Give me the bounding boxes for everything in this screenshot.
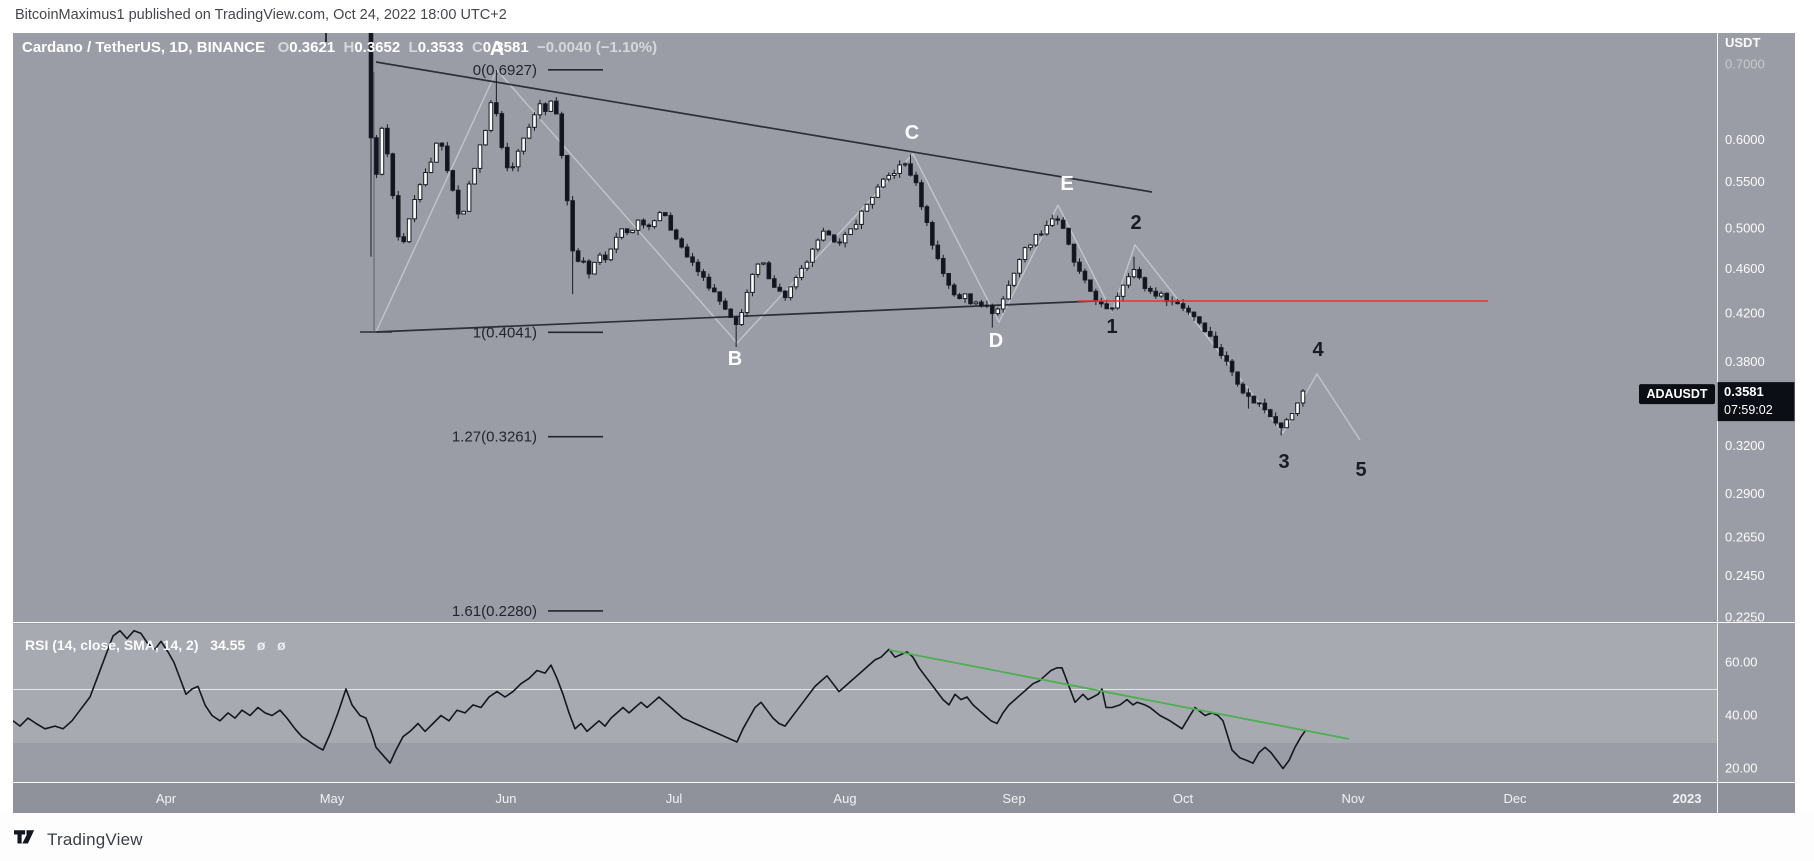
wave-zigzag-2[interactable] xyxy=(1057,204,1361,441)
publish-topbar: BitcoinMaximus1 published on TradingView… xyxy=(0,0,1814,33)
price-tick: 0.3800 xyxy=(1725,354,1765,369)
tradingview-logo-text: TradingView xyxy=(47,830,143,849)
rsi-axis[interactable]: 60.00 40.00 20.00 xyxy=(1725,655,1758,776)
chart-area[interactable]: 0(0.6927) 1(0.4041) 1.27(0.3261) 1.61(0.228… xyxy=(13,33,1795,813)
svg-text:0(0.6927): 0(0.6927) xyxy=(473,62,537,79)
badge-price: 0.3581 xyxy=(1724,384,1764,399)
rsi-descending-trendline[interactable] xyxy=(888,649,1350,740)
wave-label-1[interactable]: 1 xyxy=(1106,316,1117,338)
price-tick: 0.2650 xyxy=(1725,530,1765,545)
price-axis-currency: USDT xyxy=(1725,35,1760,50)
time-axis-label-Jun: Jun xyxy=(496,791,517,806)
badge-symbol: ADAUSDT xyxy=(1646,387,1707,401)
time-axis-label-Sep: Sep xyxy=(1002,791,1025,806)
wave-label-A[interactable]: A xyxy=(490,38,504,60)
time-axis-label-2023: 2023 xyxy=(1673,791,1702,806)
footer-bar: TradingView xyxy=(0,813,1814,861)
tradingview-logo[interactable]: TradingView xyxy=(14,830,143,850)
price-tick-faded: 0.7000 xyxy=(1725,57,1765,72)
wave-label-C[interactable]: C xyxy=(905,122,919,144)
wave-zigzag-1[interactable] xyxy=(375,68,1059,345)
rsi-tick: 60.00 xyxy=(1725,655,1758,670)
svg-text:1(0.4041): 1(0.4041) xyxy=(473,324,537,341)
wave-label-3[interactable]: 3 xyxy=(1278,451,1289,473)
price-tick: 0.2900 xyxy=(1725,486,1765,501)
price-tick: 0.4600 xyxy=(1725,261,1765,276)
elliott-wave-labels[interactable]: A B C D E 1 2 3 4 5 xyxy=(490,38,1367,481)
time-axis-label-Oct: Oct xyxy=(1173,791,1194,806)
rsi-tick: 40.00 xyxy=(1725,708,1758,723)
triangle-resistance-trendline[interactable] xyxy=(375,61,1153,193)
fib-projection-labels[interactable]: 0(0.6927) 1(0.4041) 1.27(0.3261) 1.61(0.228… xyxy=(452,62,603,620)
last-price-badge: ADAUSDT 0.3581 07:59:02 xyxy=(1639,382,1795,422)
time-axis-label-May: May xyxy=(320,791,345,806)
rsi-legend[interactable]: RSI (14, close, SMA, 14, 2) 34.55 ø ø xyxy=(25,637,286,653)
price-tick: 0.2250 xyxy=(1725,609,1765,624)
price-axis[interactable]: USDT 0.7000 0.6000 0.5500 0.5000 0.4600 0.4200… xyxy=(1639,35,1795,624)
publish-byline: BitcoinMaximus1 published on TradingView… xyxy=(15,7,507,23)
badge-countdown: 07:59:02 xyxy=(1724,403,1773,417)
wave-label-D[interactable]: D xyxy=(989,330,1003,352)
chart-canvas[interactable]: 0(0.6927) 1(0.4041) 1.27(0.3261) 1.61(0.228… xyxy=(13,33,1795,813)
rsi-tick: 20.00 xyxy=(1725,761,1758,776)
chart-drawings[interactable] xyxy=(325,33,1361,441)
tradingview-logo-icon xyxy=(14,830,35,844)
svg-text:1.27(0.3261): 1.27(0.3261) xyxy=(452,429,537,446)
time-axis[interactable]: Apr May Jun Jul Aug Sep Oct Nov Dec 2023 xyxy=(156,791,1702,806)
svg-text:1.61(0.2280): 1.61(0.2280) xyxy=(452,603,537,620)
wave-label-5[interactable]: 5 xyxy=(1355,459,1366,481)
price-tick: 0.3200 xyxy=(1725,438,1765,453)
price-tick: 0.5000 xyxy=(1725,221,1765,236)
symbol-legend[interactable]: Cardano / TetherUS, 1D, BINANCE O0.3621 … xyxy=(22,39,657,56)
price-tick: 0.2450 xyxy=(1725,568,1765,583)
time-axis-label-Aug: Aug xyxy=(833,791,856,806)
price-tick: 0.5500 xyxy=(1725,174,1765,189)
time-axis-label-Nov: Nov xyxy=(1341,791,1365,806)
time-axis-label-Apr: Apr xyxy=(156,791,177,806)
wave-label-2[interactable]: 2 xyxy=(1130,212,1141,234)
time-axis-label-Dec: Dec xyxy=(1503,791,1527,806)
rsi-line xyxy=(13,629,1307,770)
wave-label-B[interactable]: B xyxy=(728,348,742,370)
triangle-support-trendline[interactable] xyxy=(375,300,1096,333)
rsi-pane xyxy=(13,629,1350,770)
wave-label-4[interactable]: 4 xyxy=(1312,339,1324,361)
wave-label-E[interactable]: E xyxy=(1060,173,1073,195)
candlestick-series xyxy=(368,33,1306,436)
price-tick: 0.6000 xyxy=(1725,132,1765,147)
price-tick: 0.4200 xyxy=(1725,305,1765,320)
time-axis-label-Jul: Jul xyxy=(666,791,683,806)
